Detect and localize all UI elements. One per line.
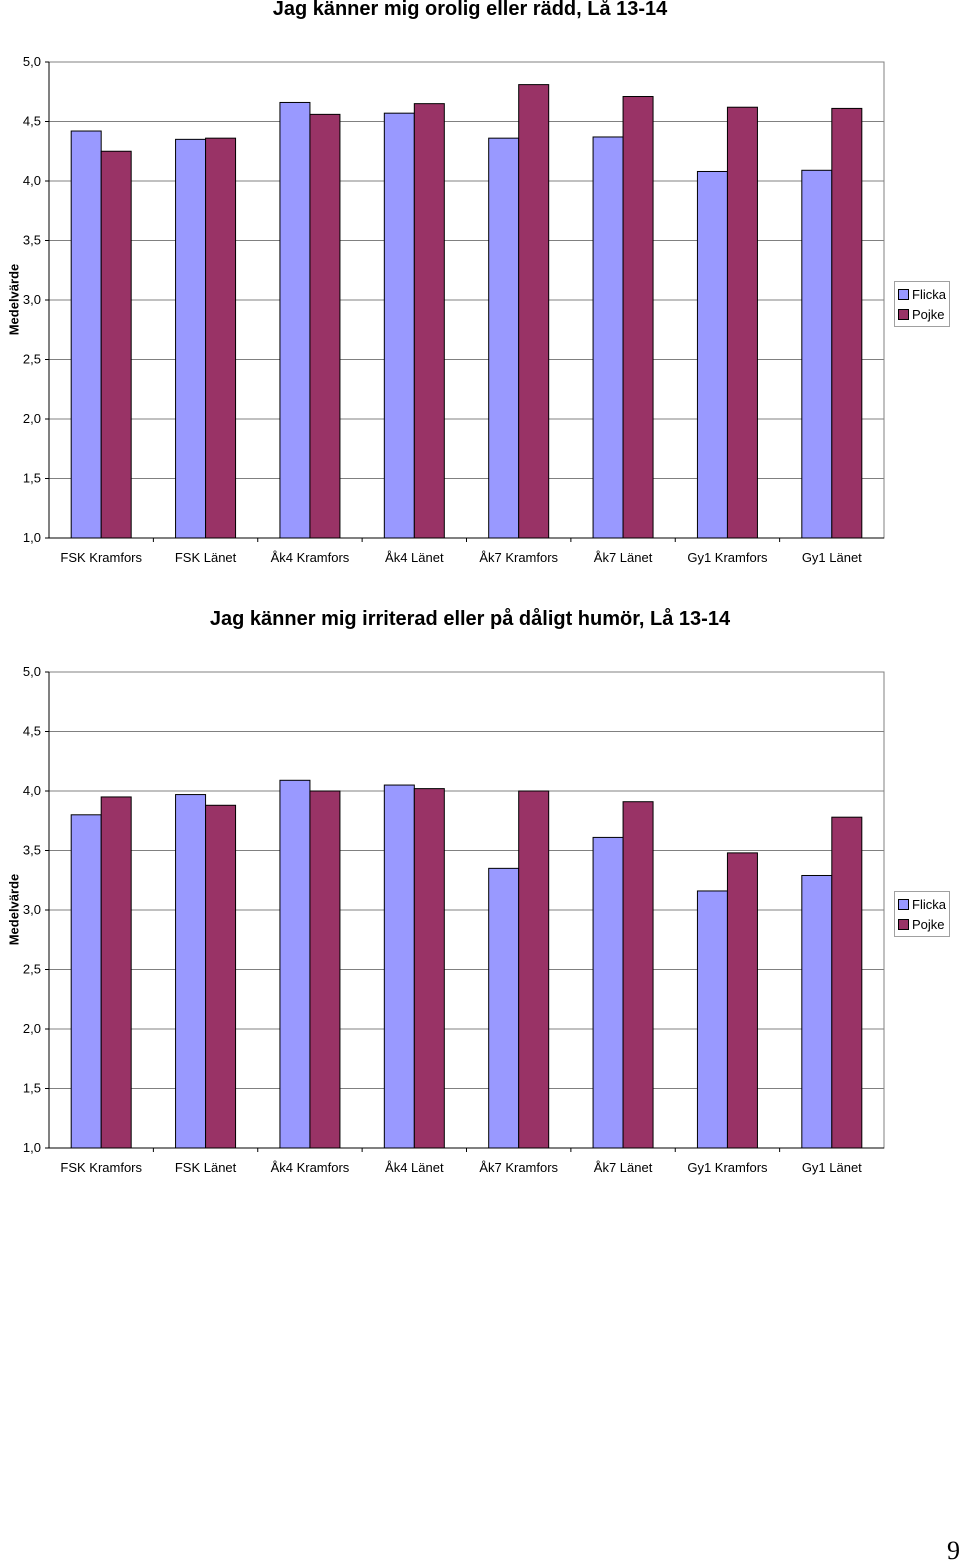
bar-flicka bbox=[279, 779, 311, 1149]
y-tick-label: 2,0 bbox=[23, 411, 41, 426]
bar-pojke bbox=[205, 137, 237, 539]
legend: Flicka Pojke bbox=[894, 281, 950, 327]
y-tick-label: 2,5 bbox=[23, 962, 41, 977]
y-tick-label: 4,0 bbox=[23, 173, 41, 188]
legend-item-pojke: Pojke bbox=[898, 304, 949, 324]
y-tick-label: 4,0 bbox=[23, 783, 41, 798]
bar-flicka bbox=[592, 836, 624, 1149]
y-tick-label: 3,5 bbox=[23, 843, 41, 858]
legend-item-pojke: Pojke bbox=[898, 914, 949, 934]
bar-flicka bbox=[488, 867, 520, 1149]
bar-flicka bbox=[488, 137, 520, 539]
bar-flicka bbox=[279, 101, 311, 539]
x-tick-label: Gy1 Kramfors bbox=[687, 550, 768, 565]
bar-flicka bbox=[696, 890, 728, 1149]
chart-irriterad: Jag känner mig irriterad eller på dåligt… bbox=[0, 600, 960, 1190]
legend-label-pojke: Pojke bbox=[912, 306, 945, 322]
bar-flicka bbox=[696, 170, 728, 539]
legend: Flicka Pojke bbox=[894, 891, 950, 937]
bar-flicka bbox=[70, 814, 102, 1149]
bar-flicka bbox=[801, 169, 833, 539]
bar-flicka bbox=[70, 130, 102, 539]
x-tick-label: Åk4 Länet bbox=[385, 1160, 444, 1175]
legend-swatch-flicka bbox=[898, 288, 909, 300]
x-tick-label: FSK Kramfors bbox=[60, 550, 142, 565]
plot-area: 1,0 1,5 2,0 2,5 3,0 3,5 4,0 4,5 5,0 FSK Kramfors F… bbox=[23, 54, 885, 565]
bar-flicka bbox=[383, 112, 415, 539]
y-tick-label: 4,5 bbox=[23, 724, 41, 739]
y-tick-label: 1,0 bbox=[23, 530, 41, 545]
bar-pojke bbox=[831, 107, 863, 539]
bar-pojke bbox=[413, 103, 445, 539]
bar-pojke bbox=[726, 852, 758, 1149]
bar-pojke bbox=[100, 796, 132, 1149]
chart-orolig: Jag känner mig orolig eller rädd, Lå 13-… bbox=[0, 0, 960, 585]
legend-swatch-flicka bbox=[898, 898, 909, 910]
y-tick-label: 5,0 bbox=[23, 664, 41, 679]
x-tick-label: Åk4 Kramfors bbox=[271, 550, 350, 565]
bar-flicka bbox=[801, 874, 833, 1149]
bar-pojke bbox=[831, 816, 863, 1149]
chart-title: Jag känner mig orolig eller rädd, Lå 13-… bbox=[272, 0, 668, 20]
legend-item-flicka: Flicka bbox=[898, 284, 949, 304]
bar-flicka bbox=[175, 794, 207, 1149]
y-tick-label: 1,5 bbox=[23, 471, 41, 486]
bar-flicka bbox=[592, 136, 624, 539]
bar-pojke bbox=[726, 106, 758, 539]
bar-pojke bbox=[309, 790, 341, 1149]
x-tick-label: Åk4 Länet bbox=[385, 550, 444, 565]
x-tick-label: Gy1 Länet bbox=[802, 1160, 862, 1175]
y-tick-label: 3,5 bbox=[23, 233, 41, 248]
y-tick-label: 3,0 bbox=[23, 292, 41, 307]
y-tick-label: 1,0 bbox=[23, 1140, 41, 1155]
y-tick-label: 1,5 bbox=[23, 1081, 41, 1096]
bar-pojke bbox=[100, 150, 132, 539]
bar-pojke bbox=[205, 804, 237, 1149]
plot-area: 1,0 1,5 2,0 2,5 3,0 3,5 4,0 4,5 5,0 FSK Kramfors F… bbox=[23, 664, 885, 1175]
y-tick-label: 5,0 bbox=[23, 54, 41, 69]
legend-swatch-pojke bbox=[898, 308, 909, 320]
x-tick-label: Åk7 Länet bbox=[594, 550, 653, 565]
bar-pojke bbox=[309, 113, 341, 539]
x-tick-label: FSK Kramfors bbox=[60, 1160, 142, 1175]
bar-pojke bbox=[518, 790, 550, 1149]
y-tick-label: 4,5 bbox=[23, 114, 41, 129]
legend-label-flicka: Flicka bbox=[912, 286, 946, 302]
x-tick-label: FSK Länet bbox=[175, 550, 237, 565]
chart-title: Jag känner mig irriterad eller på dåligt… bbox=[209, 608, 731, 630]
page-number: 9 bbox=[947, 1536, 960, 1565]
x-tick-label: FSK Länet bbox=[175, 1160, 237, 1175]
y-tick-label: 2,0 bbox=[23, 1021, 41, 1036]
bar-flicka bbox=[383, 784, 415, 1149]
x-tick-label: Åk7 Kramfors bbox=[479, 550, 558, 565]
x-tick-label: Åk4 Kramfors bbox=[271, 1160, 350, 1175]
x-tick-label: Åk7 Länet bbox=[594, 1160, 653, 1175]
bar-pojke bbox=[413, 788, 445, 1149]
legend-label-flicka: Flicka bbox=[912, 896, 946, 912]
legend-item-flicka: Flicka bbox=[898, 894, 949, 914]
bar-pojke bbox=[518, 84, 550, 539]
y-tick-label: 3,0 bbox=[23, 902, 41, 917]
x-tick-label: Åk7 Kramfors bbox=[479, 1160, 558, 1175]
y-tick-label: 2,5 bbox=[23, 352, 41, 367]
x-tick-label: Gy1 Länet bbox=[802, 550, 862, 565]
bar-flicka bbox=[175, 138, 207, 539]
x-tick-label: Gy1 Kramfors bbox=[687, 1160, 768, 1175]
legend-label-pojke: Pojke bbox=[912, 916, 945, 932]
bar-pojke bbox=[622, 96, 654, 539]
legend-swatch-pojke bbox=[898, 918, 909, 930]
bar-pojke bbox=[622, 801, 654, 1149]
